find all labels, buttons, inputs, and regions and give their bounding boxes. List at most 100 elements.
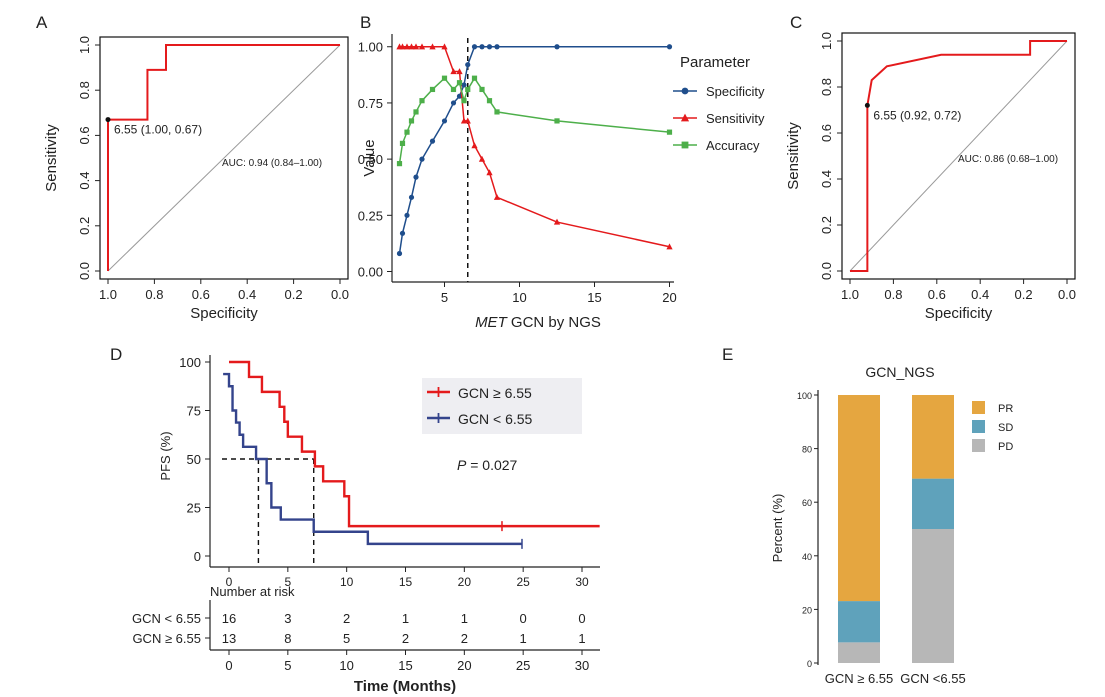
- data-point-accuracy: [461, 98, 467, 104]
- x-tick-label: 0.0: [331, 287, 349, 302]
- cutoff-label: 6.55 (0.92, 0.72): [873, 108, 961, 122]
- plot-frame: [841, 32, 1076, 280]
- auc-label: AUC: 0.86 (0.68–1.00): [958, 154, 1058, 165]
- risk-x-tick-label: 0: [225, 658, 232, 673]
- bar-segment-sd: [912, 478, 954, 529]
- x-tick-label: 25: [516, 575, 530, 589]
- x-tick-label: 0.6: [928, 287, 946, 302]
- x-tick-label: 0.4: [238, 287, 256, 302]
- legend-label: Specificity: [706, 84, 765, 99]
- risk-x-tick-label: 25: [516, 658, 530, 673]
- data-point-accuracy: [666, 129, 673, 135]
- data-point-specificity: [494, 44, 500, 50]
- x-tick-label: 15: [587, 290, 601, 305]
- bar-segment-pd: [912, 529, 954, 663]
- risk-count: 1: [402, 611, 409, 626]
- data-point-accuracy: [396, 161, 403, 167]
- x-tick-label: 10: [340, 575, 354, 589]
- x-axis-label-rest: GCN by NGS: [507, 314, 601, 331]
- data-point-sensitivity: [478, 155, 486, 162]
- data-point-accuracy: [479, 86, 485, 93]
- data-point-specificity: [456, 93, 463, 99]
- legend-swatch-marker: [681, 87, 689, 95]
- category-label: GCN <6.55: [900, 671, 965, 686]
- y-tick-label: 0.0: [819, 262, 834, 280]
- y-tick-label: 0: [807, 659, 812, 669]
- risk-count: 16: [222, 611, 236, 626]
- data-point-specificity: [404, 212, 410, 218]
- risk-count: 0: [578, 611, 585, 626]
- legend-swatch-marker: [680, 113, 690, 122]
- legend-swatch: [972, 420, 985, 433]
- y-axis-label: Value: [361, 139, 378, 176]
- y-tick-label: 0.6: [77, 126, 92, 144]
- data-point-sensitivity: [412, 43, 420, 50]
- legend-label: GCN < 6.55: [458, 411, 533, 427]
- x-tick-label: 15: [399, 575, 413, 589]
- data-point-accuracy: [413, 109, 419, 115]
- data-point-specificity: [479, 44, 485, 50]
- y-tick-label: 60: [802, 498, 812, 508]
- series-line-sensitivity: [399, 45, 670, 248]
- panel-letter-b: B: [360, 13, 371, 32]
- x-axis-label: Specificity: [925, 305, 993, 322]
- data-point-specificity: [441, 118, 448, 124]
- y-tick-label: 0.2: [819, 216, 834, 234]
- series-line-specificity: [398, 45, 670, 254]
- risk-count: 3: [284, 611, 291, 626]
- data-point-accuracy: [429, 86, 436, 93]
- data-point-sensitivity: [666, 243, 673, 250]
- y-axis-label: PFS (%): [158, 431, 173, 480]
- data-point-sensitivity: [456, 68, 463, 75]
- chart-title: GCN_NGS: [865, 364, 934, 380]
- y-tick-label: 0.00: [358, 265, 383, 280]
- legend-swatch-marker: [681, 141, 689, 149]
- data-point-sensitivity: [399, 43, 406, 50]
- data-point-sensitivity: [471, 142, 478, 149]
- y-tick-label: 50: [187, 452, 201, 467]
- x-tick-label: 20: [662, 290, 676, 305]
- data-point-accuracy: [465, 86, 471, 93]
- risk-count: 1: [461, 611, 468, 626]
- risk-count: 5: [343, 631, 350, 646]
- cutoff-label: 6.55 (1.00, 0.67): [114, 123, 202, 137]
- auc-label: AUC: 0.94 (0.84–1.00): [222, 158, 322, 169]
- risk-x-tick-label: 15: [398, 658, 412, 673]
- data-point-specificity: [396, 250, 403, 257]
- y-tick-label: 40: [802, 552, 812, 562]
- y-axis-label: Sensitivity: [785, 122, 802, 190]
- x-axis-label: Time (Months): [354, 678, 456, 695]
- data-point-specificity: [413, 174, 419, 180]
- data-point-accuracy: [399, 140, 406, 146]
- legend-label: Sensitivity: [706, 111, 765, 126]
- panel-letter-c: C: [790, 13, 802, 32]
- data-point-sensitivity: [418, 43, 426, 50]
- roc-curve: [850, 40, 1067, 272]
- data-point-specificity: [666, 44, 673, 50]
- y-tick-label: 0.8: [819, 78, 834, 96]
- legend-label: Accuracy: [706, 138, 760, 153]
- km-curve-high: [229, 360, 600, 528]
- p-value-label: P = 0.027: [457, 457, 518, 473]
- km-curve-low: [223, 372, 522, 546]
- data-point-accuracy: [404, 129, 410, 135]
- plot-frame: [99, 36, 349, 280]
- x-tick-label: 30: [575, 575, 589, 589]
- data-point-sensitivity: [450, 68, 457, 75]
- data-point-specificity: [408, 194, 415, 200]
- y-tick-label: 100: [179, 355, 201, 370]
- data-point-sensitivity: [441, 43, 448, 50]
- data-point-specificity: [471, 44, 478, 50]
- x-tick-label: 0.2: [1015, 287, 1033, 302]
- y-tick-label: 100: [797, 391, 812, 401]
- legend-label: SD: [998, 422, 1013, 434]
- risk-table-title: Number at risk: [210, 584, 295, 599]
- y-tick-label: 0.75: [358, 96, 383, 111]
- risk-count: 13: [222, 631, 236, 646]
- data-point-specificity: [461, 82, 467, 88]
- legend-title: Parameter: [680, 54, 750, 71]
- data-point-accuracy: [419, 98, 425, 104]
- y-tick-label: 20: [802, 605, 812, 615]
- risk-row-label: GCN < 6.55: [132, 611, 201, 626]
